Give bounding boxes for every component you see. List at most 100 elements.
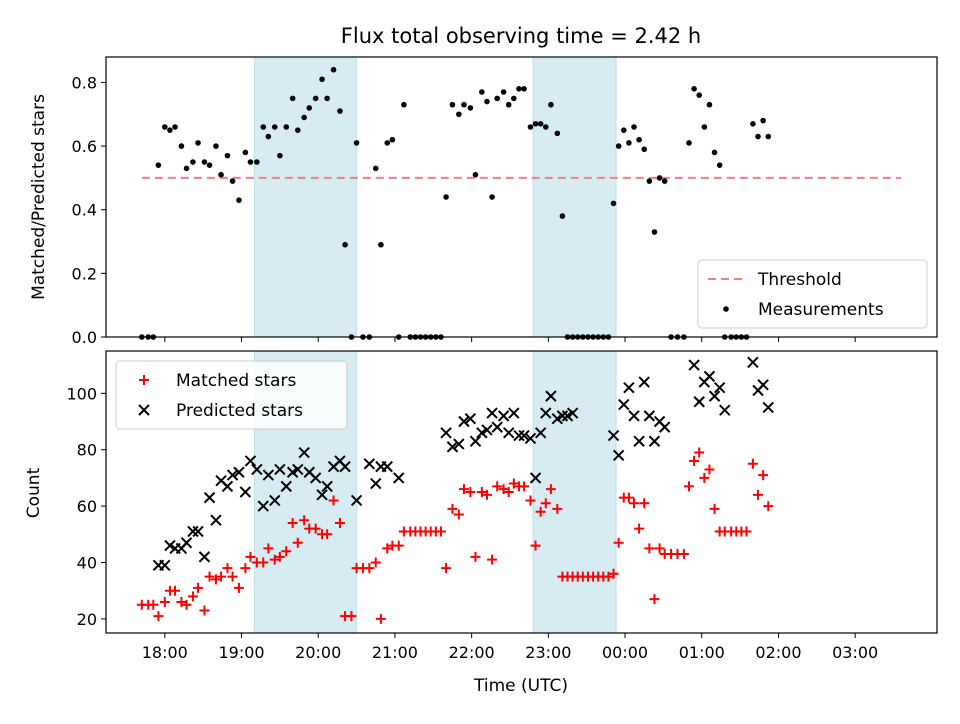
measurement-point (505, 101, 512, 108)
legend-matched-swatch (139, 375, 149, 385)
predicted-stars-point (257, 500, 269, 512)
matched-stars-point (299, 515, 310, 526)
matched-stars-point (519, 481, 530, 492)
predicted-stars-point (244, 455, 257, 467)
predicted-stars-point (180, 537, 193, 549)
x-tick-label: 03:00 (832, 643, 878, 662)
measurement-point (162, 124, 168, 130)
matched-stars-point (704, 464, 715, 475)
measurement-point (489, 194, 495, 200)
measurement-point (229, 178, 236, 184)
predicted-stars-point (363, 458, 376, 470)
measurement-point (201, 159, 208, 165)
predicted-stars-point (638, 376, 650, 388)
measurement-point (610, 200, 617, 207)
predicted-stars-point (381, 460, 393, 473)
predicted-stars-point (762, 401, 774, 414)
predicted-stars-point (464, 412, 477, 425)
measurement-point (755, 133, 761, 140)
predicted-stars-point (623, 381, 635, 394)
matched-stars-point (287, 518, 298, 529)
measurement-point (646, 178, 653, 184)
matched-stars-point (210, 574, 221, 585)
measurement-point (178, 143, 185, 149)
predicted-stars-point (708, 390, 721, 402)
matched-stars-point (458, 484, 469, 495)
matched-stars-point (176, 596, 187, 607)
observing-window-band (532, 350, 617, 634)
matched-stars-point (292, 537, 303, 548)
axes-frame (105, 56, 938, 338)
matched-stars-point (258, 557, 269, 568)
matched-stars-point (370, 557, 381, 568)
predicted-stars-point (446, 441, 459, 453)
matched-stars-point (181, 599, 192, 610)
measurement-point (301, 114, 307, 121)
matched-stars-point (216, 571, 227, 582)
predicted-stars-point (643, 410, 656, 422)
matched-stars-point (364, 563, 375, 574)
predicted-stars-point (226, 469, 239, 481)
predicted-stars-point (513, 429, 525, 442)
measurement-point (626, 140, 632, 146)
matched-stars-point (608, 568, 619, 579)
predicted-stars-point (486, 407, 498, 419)
legend-measurement-swatch (723, 306, 729, 312)
measurement-point (661, 178, 668, 184)
predicted-stars-point (713, 381, 726, 394)
y-tick-label: 100 (66, 384, 97, 403)
measurement-point (686, 140, 692, 146)
matched-stars-point (623, 492, 634, 503)
y-tick-label: 80 (77, 441, 97, 460)
measurement-point (224, 152, 231, 159)
matched-stars-point (492, 481, 503, 492)
measurement-point (312, 95, 319, 102)
predicted-stars-point (497, 410, 510, 422)
predicted-stars-point (540, 407, 552, 419)
predicted-stars-point (269, 494, 281, 507)
matched-stars-point (382, 543, 393, 554)
measurement-point (289, 95, 296, 102)
matched-stars-point (508, 478, 519, 489)
predicted-stars-point (481, 424, 493, 436)
x-tick-label: 22:00 (449, 643, 495, 662)
top-chart-panel: 0.0 0.2 0.4 0.6 0.8 Threshold Measurements (72, 56, 938, 347)
measurement-point (479, 89, 485, 95)
measurement-point (384, 140, 391, 146)
predicted-stars-point (556, 410, 569, 422)
predicted-stars-point (321, 480, 333, 493)
matched-stars-point (613, 537, 624, 548)
measurement-point (247, 159, 254, 165)
predicted-stars-point (524, 432, 537, 445)
predicted-stars-point (648, 435, 661, 447)
measurement-point (484, 98, 490, 105)
y-tick-label: 0.6 (72, 137, 97, 156)
predicted-stars-point (534, 427, 547, 439)
measurement-point (636, 136, 642, 143)
matched-stars-point (435, 526, 446, 537)
matched-stars-point (170, 585, 181, 596)
predicted-stars-point (280, 480, 292, 493)
matched-stars-point (465, 487, 476, 497)
matched-stars-point (709, 503, 720, 514)
predicted-stars-point (658, 421, 671, 433)
measurement-point (190, 159, 196, 165)
predicted-stars-point (440, 427, 452, 439)
measurement-point (559, 213, 566, 219)
measurement-point (372, 165, 379, 172)
predicted-stars-point (491, 421, 503, 433)
matched-stars-point (639, 498, 650, 509)
measurement-point (615, 143, 622, 149)
matched-stars-point (470, 551, 481, 562)
matched-stars-point (525, 495, 536, 506)
measurement-point (265, 133, 272, 140)
top-chart-title: Flux total observing time = 2.42 h (341, 24, 701, 48)
measurement-point (213, 143, 219, 149)
matched-stars-point (629, 498, 640, 509)
measurement-point (542, 124, 549, 130)
predicted-stars-point (239, 486, 252, 498)
measurement-point (167, 127, 173, 133)
matched-stars-point (552, 503, 563, 514)
